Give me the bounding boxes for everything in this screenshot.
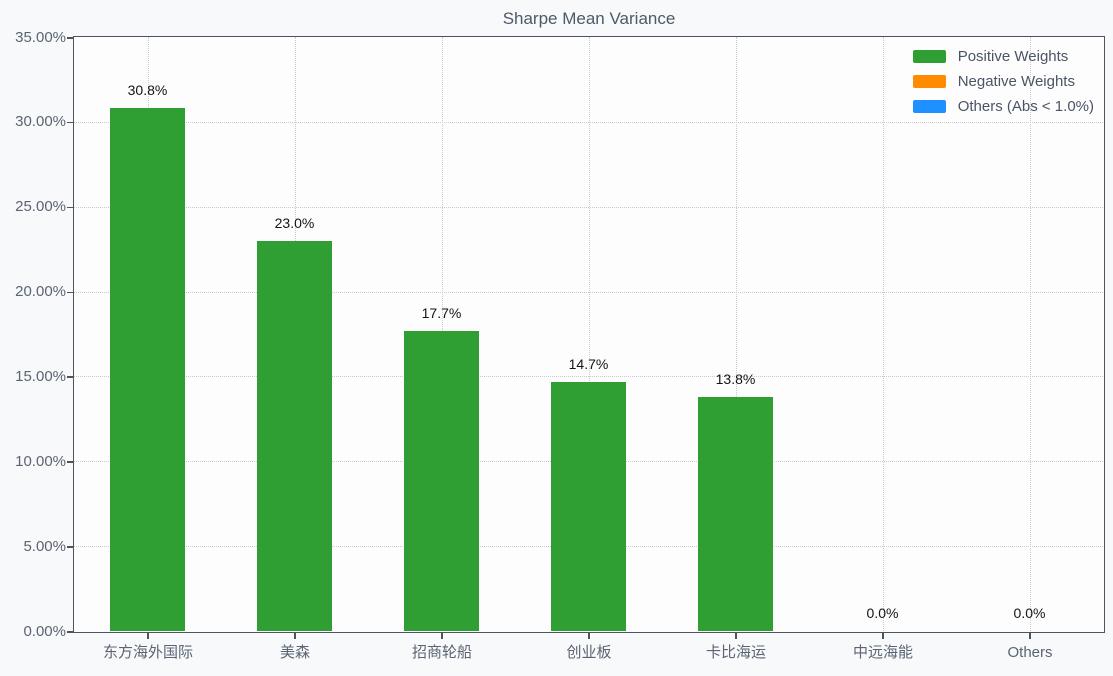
legend-label: Negative Weights xyxy=(957,73,1075,90)
y-axis-tick xyxy=(67,461,73,463)
bar-value-label: 0.0% xyxy=(866,605,899,621)
bar xyxy=(110,108,185,631)
y-axis-tick xyxy=(67,206,73,209)
y-tick-label: 30.00% xyxy=(15,113,66,131)
x-axis-tick xyxy=(1029,633,1031,639)
y-axis-tick xyxy=(67,376,73,378)
x-tick-label: 美森 xyxy=(279,644,310,661)
legend-item: Positive Weights xyxy=(912,48,1094,65)
x-tick-label: 中远海能 xyxy=(852,644,913,661)
x-axis-tick xyxy=(588,633,590,639)
bar-value-label: 0.0% xyxy=(1013,605,1046,621)
y-tick-label: 25.00% xyxy=(15,198,66,216)
y-tick-label: 0.00% xyxy=(23,622,66,640)
x-axis-tick xyxy=(882,633,884,639)
bar xyxy=(257,240,332,631)
y-tick-label: 5.00% xyxy=(23,537,66,555)
x-tick-label: 卡比海运 xyxy=(705,644,766,661)
legend-swatch-icon xyxy=(912,100,946,113)
bar-value-label: 14.7% xyxy=(568,355,609,372)
bar-value-label: 23.0% xyxy=(274,214,315,231)
y-axis-tick xyxy=(67,291,73,294)
bar xyxy=(551,381,626,631)
x-tick-label: Others xyxy=(1007,644,1053,661)
x-tick-label: 东方海外国际 xyxy=(102,644,193,661)
x-tick-label: 创业板 xyxy=(566,644,612,661)
gridline-vertical xyxy=(588,37,590,631)
y-axis-tick xyxy=(67,121,73,124)
y-tick-label: 10.00% xyxy=(15,452,66,470)
plot-area: 30.8% 23.0% 17.7% 14.7% 13.8% 0.0% 0.0% Positiv… xyxy=(73,36,1105,633)
legend-label: Others (Abs < 1.0%) xyxy=(957,98,1094,115)
x-axis-tick xyxy=(147,633,149,639)
legend-swatch-icon xyxy=(912,50,946,63)
legend-label: Positive Weights xyxy=(957,48,1069,65)
bar xyxy=(698,396,773,631)
y-tick-label: 35.00% xyxy=(15,28,66,46)
bar-value-label: 17.7% xyxy=(421,304,462,321)
bar-value-label: 30.8% xyxy=(127,82,168,99)
bar xyxy=(404,330,479,631)
y-tick-label: 20.00% xyxy=(15,283,66,301)
legend: Positive Weights Negative Weights Others (… xyxy=(909,46,1098,117)
y-axis-tick xyxy=(67,546,73,548)
bar-value-label: 13.8% xyxy=(715,370,756,387)
gridline-vertical xyxy=(882,37,884,631)
legend-item: Negative Weights xyxy=(912,73,1094,90)
y-axis-tick xyxy=(67,631,73,633)
x-axis-tick xyxy=(735,633,737,639)
legend-swatch-icon xyxy=(912,75,946,88)
gridline-vertical xyxy=(1029,37,1031,631)
x-tick-label: 招商轮船 xyxy=(411,644,472,661)
y-axis-tick xyxy=(67,37,73,39)
y-tick-label: 15.00% xyxy=(15,367,66,385)
x-axis-tick xyxy=(441,633,443,639)
legend-item: Others (Abs < 1.0%) xyxy=(912,98,1094,115)
x-axis-tick xyxy=(294,633,296,639)
chart-title: Sharpe Mean Variance xyxy=(502,9,676,28)
gridline-vertical xyxy=(735,37,737,631)
